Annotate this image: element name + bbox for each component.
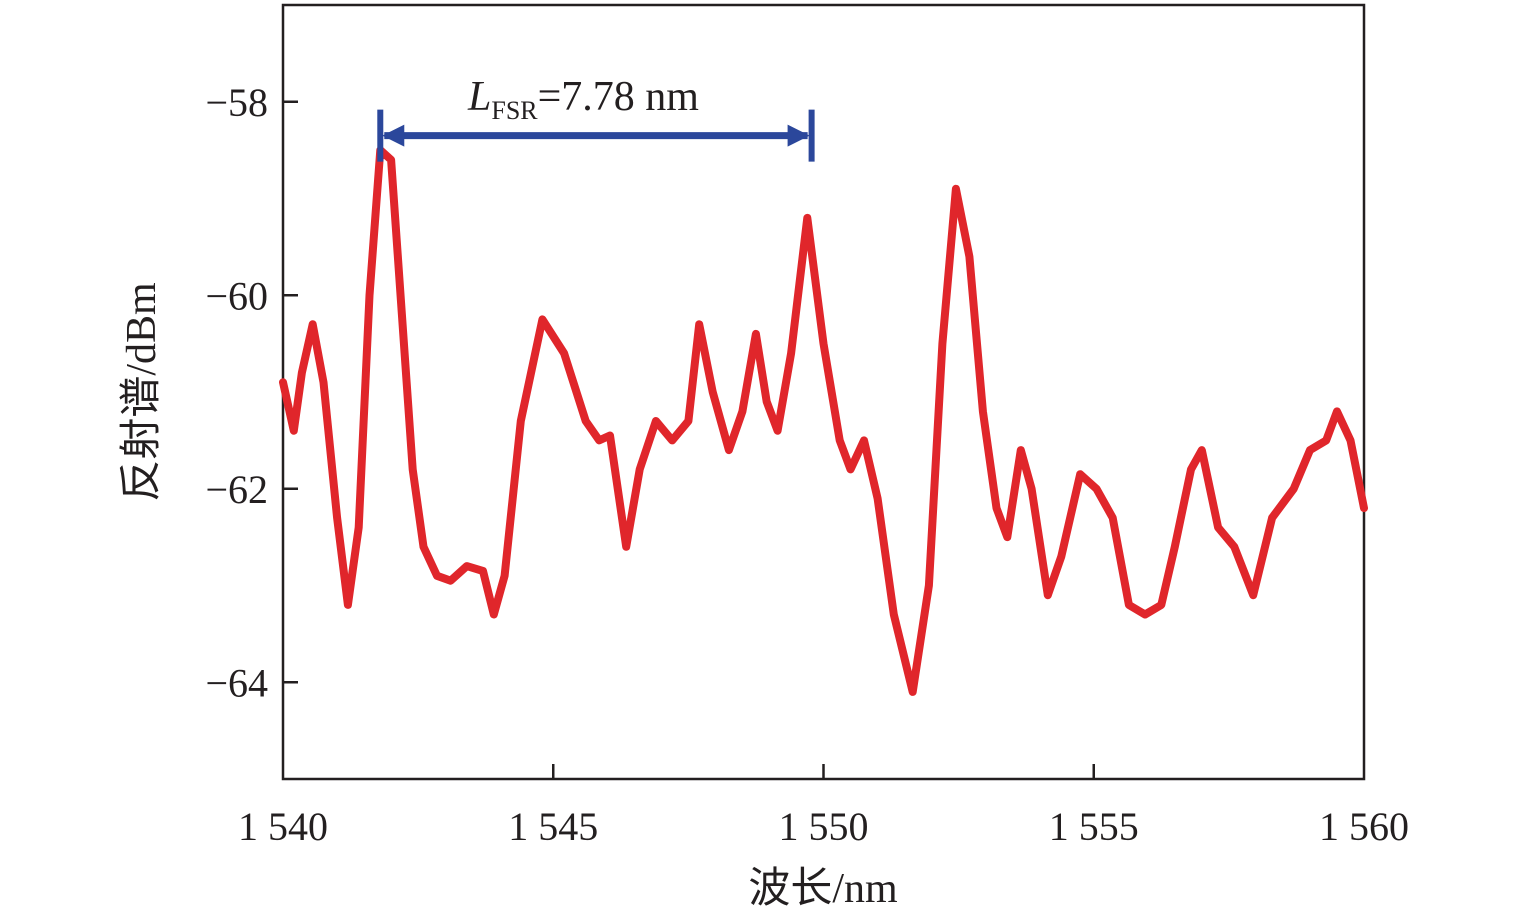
y-tick-label: −60 (205, 273, 268, 318)
x-axis-title: 波长/nm (748, 866, 898, 912)
x-tick-label: 1 555 (1049, 804, 1139, 849)
x-tick-label: 1 550 (779, 804, 869, 849)
fsr-label-symbol: L (467, 74, 491, 120)
x-axis-ticks: 1 540 1 545 1 550 1 555 1 560 (238, 764, 1409, 849)
y-tick-label: −64 (205, 660, 268, 705)
x-tick-label: 1 545 (508, 804, 598, 849)
x-tick-label: 1 560 (1319, 804, 1409, 849)
y-tick-label: −62 (205, 467, 268, 512)
y-axis-title: 反射谱/dBm (119, 282, 165, 502)
plot-frame (281, 3, 1366, 781)
x-tick-label: 1 540 (238, 804, 328, 849)
y-tick-label: −58 (205, 80, 268, 125)
fsr-label-value: =7.78 nm (538, 74, 700, 120)
fsr-annotation-label: LFSR=7.78 nm (467, 74, 699, 125)
fsr-double-arrow (377, 109, 815, 162)
fsr-label-subscript: FSR (491, 96, 538, 125)
y-axis-ticks: −58 −60 −62 −64 (205, 80, 298, 705)
fsr-arrow-right-head (787, 124, 810, 147)
fsr-arrow-left-head (382, 124, 405, 147)
reflection-spectrum-line (279, 146, 1368, 696)
